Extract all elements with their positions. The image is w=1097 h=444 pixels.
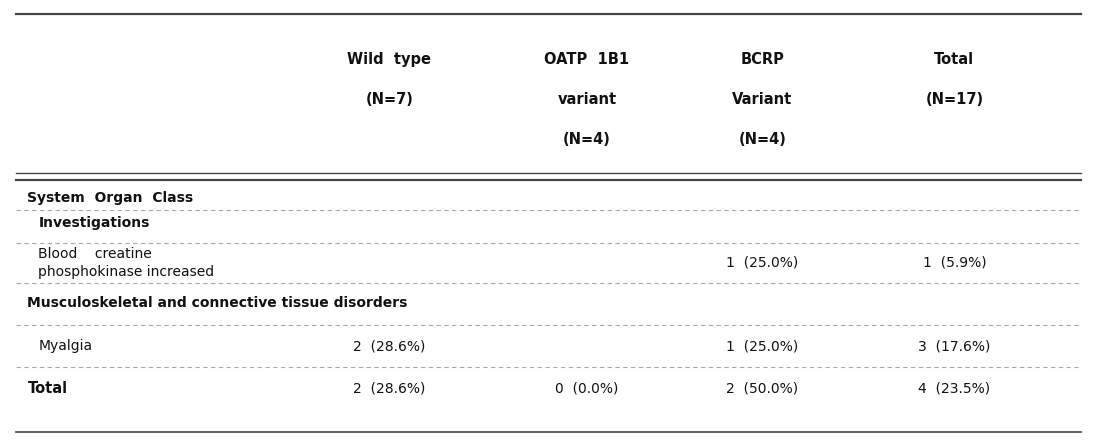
Text: (N=17): (N=17) <box>926 92 983 107</box>
Text: Total: Total <box>27 381 68 396</box>
Text: BCRP: BCRP <box>740 52 784 67</box>
Text: Total: Total <box>935 52 974 67</box>
Text: 2  (28.6%): 2 (28.6%) <box>353 381 426 396</box>
Text: variant: variant <box>557 92 617 107</box>
Text: 1  (25.0%): 1 (25.0%) <box>726 339 799 353</box>
Text: 1  (25.0%): 1 (25.0%) <box>726 256 799 270</box>
Text: System  Organ  Class: System Organ Class <box>27 190 193 205</box>
Text: 2  (50.0%): 2 (50.0%) <box>726 381 799 396</box>
Text: Wild  type: Wild type <box>348 52 431 67</box>
Text: OATP  1B1: OATP 1B1 <box>544 52 630 67</box>
Text: Investigations: Investigations <box>38 216 150 230</box>
Text: Variant: Variant <box>733 92 792 107</box>
Text: (N=4): (N=4) <box>738 132 787 147</box>
Text: 1  (5.9%): 1 (5.9%) <box>923 256 986 270</box>
Text: 4  (23.5%): 4 (23.5%) <box>918 381 991 396</box>
Text: (N=4): (N=4) <box>563 132 611 147</box>
Text: Blood    creatine
phosphokinase increased: Blood creatine phosphokinase increased <box>38 247 215 279</box>
Text: Musculoskeletal and connective tissue disorders: Musculoskeletal and connective tissue di… <box>27 296 408 310</box>
Text: (N=7): (N=7) <box>365 92 414 107</box>
Text: 3  (17.6%): 3 (17.6%) <box>918 339 991 353</box>
Text: Myalgia: Myalgia <box>38 339 92 353</box>
Text: 2  (28.6%): 2 (28.6%) <box>353 339 426 353</box>
Text: 0  (0.0%): 0 (0.0%) <box>555 381 619 396</box>
